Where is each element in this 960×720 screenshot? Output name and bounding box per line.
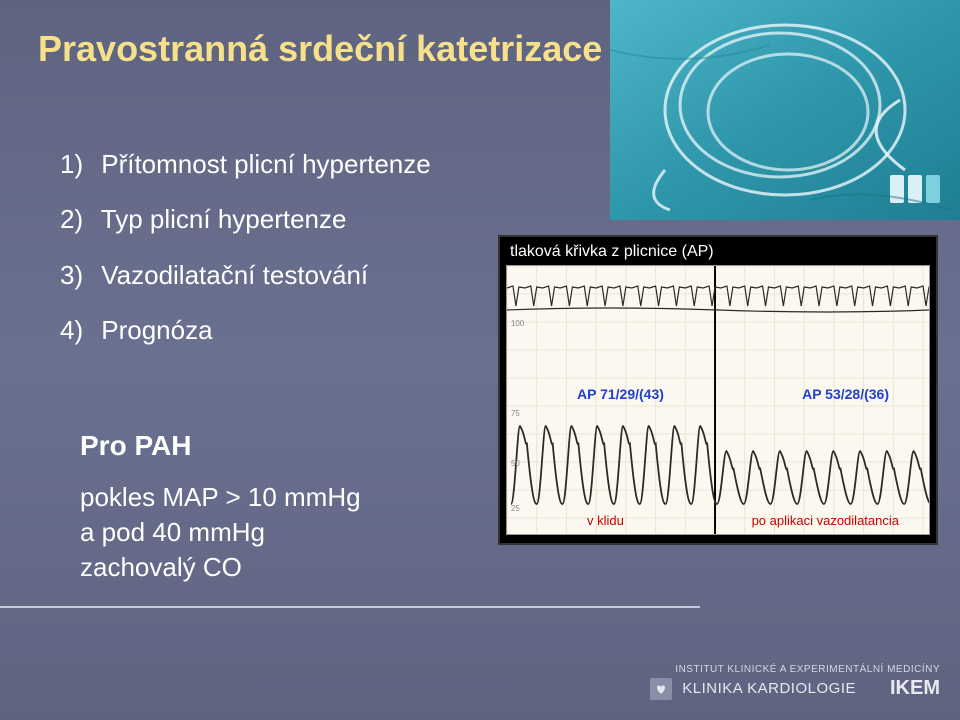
list-item: 2) Typ plicní hypertenze bbox=[60, 195, 431, 244]
heart-icon bbox=[650, 678, 672, 700]
pah-line: pokles MAP > 10 mmHg bbox=[80, 480, 361, 515]
ap-label-right: AP 53/28/(36) bbox=[802, 386, 889, 402]
pah-line: zachovalý CO bbox=[80, 550, 361, 585]
footer-logo-block: INSTITUT KLINICKÉ A EXPERIMENTÁLNÍ MEDIC… bbox=[650, 664, 940, 700]
list-text: Prognóza bbox=[101, 315, 212, 345]
divider-line bbox=[0, 606, 700, 608]
list-item: 4) Prognóza bbox=[60, 306, 431, 355]
slide-title: Pravostranná srdeční katetrizace bbox=[38, 28, 602, 70]
ikem-label: IKEM bbox=[890, 677, 940, 700]
pah-line: a pod 40 mmHg bbox=[80, 515, 361, 550]
svg-text:25: 25 bbox=[511, 504, 520, 513]
pressure-chart: tlaková křivka z plicnice (AP) 100 75 50 25… bbox=[498, 235, 938, 545]
institute-label: INSTITUT KLINICKÉ A EXPERIMENTÁLNÍ MEDIC… bbox=[650, 664, 940, 675]
list-text: Typ plicní hypertenze bbox=[101, 204, 347, 234]
list-item: 3) Vazodilatační testování bbox=[60, 251, 431, 300]
pah-heading: Pro PAH bbox=[80, 430, 361, 462]
list-num: 2) bbox=[60, 195, 94, 244]
klinika-label: KLINIKA KARDIOLOGIE bbox=[682, 680, 856, 697]
chart-title: tlaková křivka z plicnice (AP) bbox=[500, 237, 936, 265]
numbered-list: 1) Přítomnost plicní hypertenze 2) Typ p… bbox=[60, 140, 431, 362]
list-item: 1) Přítomnost plicní hypertenze bbox=[60, 140, 431, 189]
svg-text:75: 75 bbox=[511, 409, 520, 418]
list-num: 3) bbox=[60, 251, 94, 300]
chart-body: 100 75 50 25 AP 71/29/(43) AP 53/28/(36) v … bbox=[506, 265, 930, 535]
pah-block: Pro PAH pokles MAP > 10 mmHg a pod 40 mm… bbox=[80, 430, 361, 585]
svg-text:100: 100 bbox=[511, 319, 525, 328]
list-text: Přítomnost plicní hypertenze bbox=[101, 149, 431, 179]
list-num: 4) bbox=[60, 306, 94, 355]
catheter-photo bbox=[610, 0, 960, 220]
ap-label-left: AP 71/29/(43) bbox=[577, 386, 664, 402]
list-text: Vazodilatační testování bbox=[101, 260, 368, 290]
list-num: 1) bbox=[60, 140, 94, 189]
chart-condition-left: v klidu bbox=[587, 513, 624, 528]
chart-condition-right: po aplikaci vazodilatancia bbox=[752, 513, 899, 528]
svg-text:50: 50 bbox=[511, 459, 520, 468]
